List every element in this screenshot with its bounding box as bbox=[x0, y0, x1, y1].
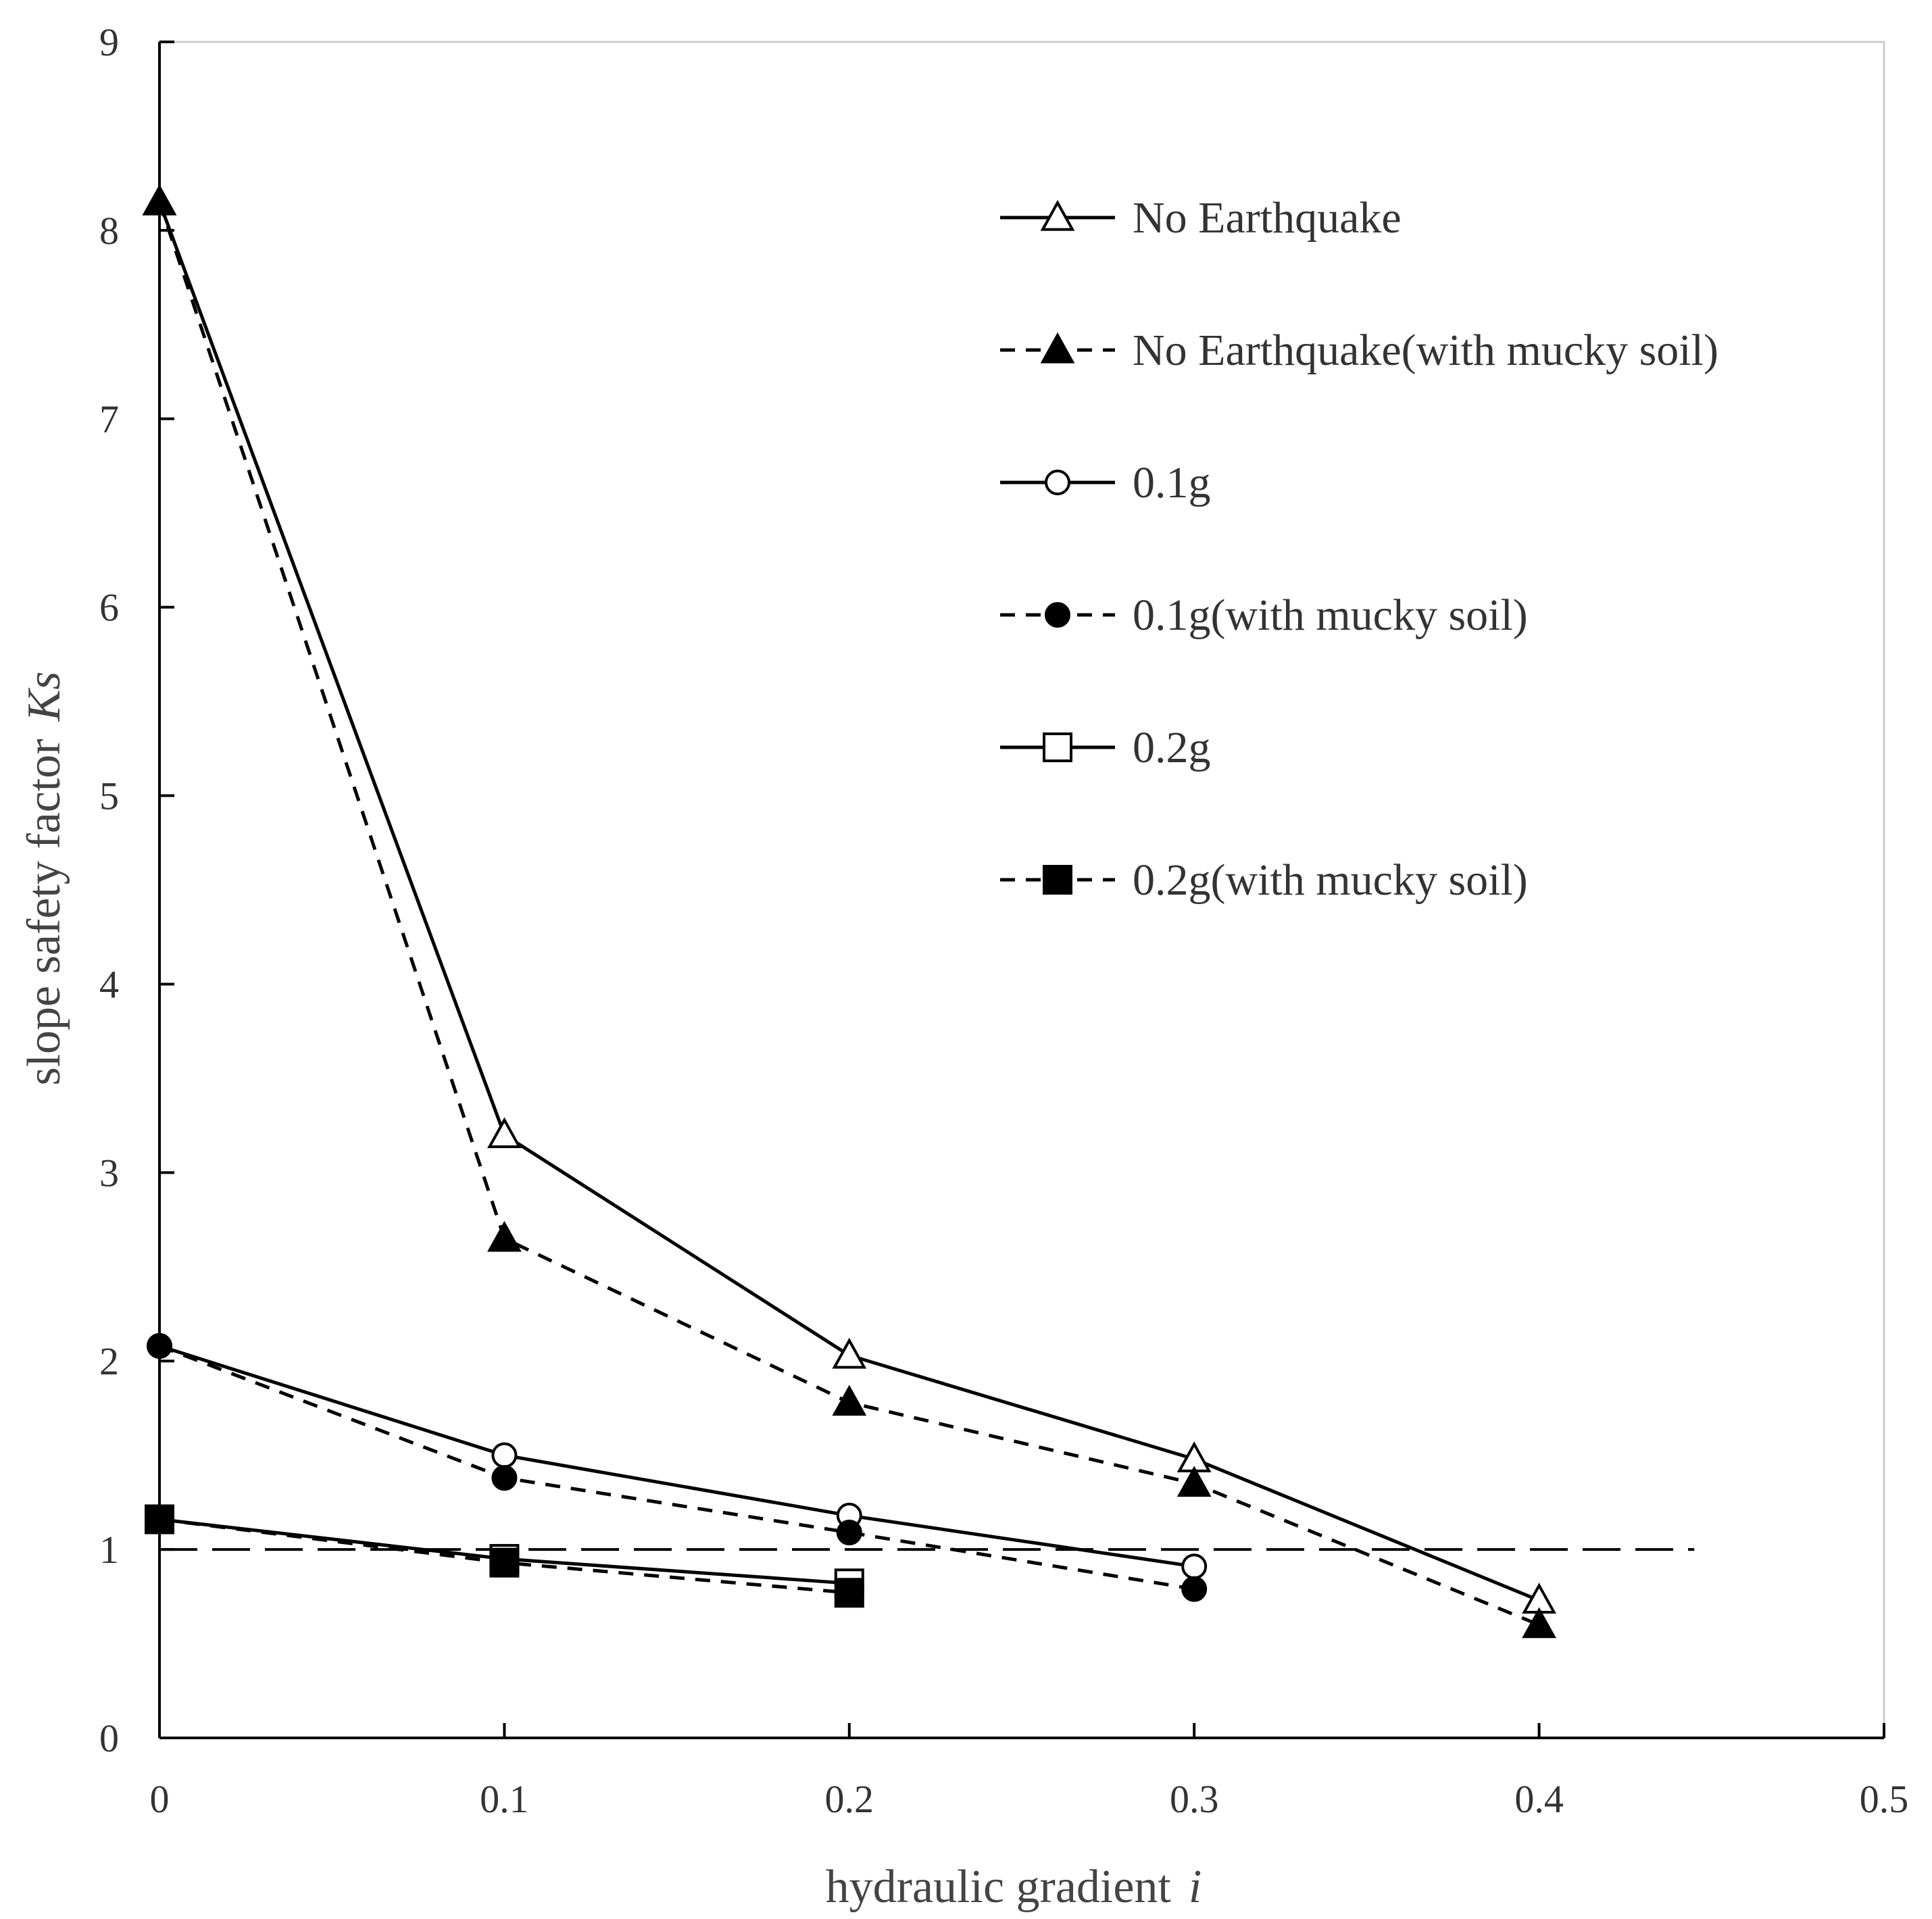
series-line bbox=[159, 1344, 1195, 1591]
y-tick-label: 3 bbox=[99, 1151, 119, 1195]
circle-marker bbox=[836, 1520, 862, 1546]
x-tick-label: 0.1 bbox=[480, 1777, 529, 1821]
square-marker bbox=[1043, 865, 1072, 895]
y-axis-label: slope safety factor bbox=[18, 739, 70, 1085]
legend-label: 0.2g bbox=[1133, 723, 1211, 772]
square-marker bbox=[834, 1578, 864, 1608]
triangle-marker bbox=[832, 1385, 867, 1416]
plot-frame bbox=[158, 41, 1885, 1739]
circle-marker bbox=[491, 1442, 518, 1468]
triangle-marker bbox=[1040, 199, 1075, 231]
circle-marker bbox=[491, 1465, 518, 1491]
x-tick-label: 0.2 bbox=[825, 1777, 874, 1821]
legend-label: No Earthquake(with mucky soil) bbox=[1133, 326, 1718, 375]
x-axis-symbol: i bbox=[1189, 1861, 1202, 1913]
circle-marker bbox=[1181, 1576, 1208, 1602]
legend-label: 0.1g bbox=[1133, 458, 1211, 507]
y-axis-title: slope safety factor Ks bbox=[18, 671, 70, 1085]
triangle-marker bbox=[487, 1220, 522, 1252]
y-tick-label: 5 bbox=[99, 774, 119, 818]
circle-marker bbox=[1181, 1553, 1208, 1580]
y-tick-label: 0 bbox=[99, 1716, 119, 1760]
y-tick-label: 1 bbox=[99, 1528, 119, 1572]
plot-border bbox=[158, 41, 1885, 1739]
x-axis-title: hydraulic gradient i bbox=[826, 1861, 1202, 1913]
triangle-marker bbox=[487, 1117, 522, 1149]
x-tick-label: 0.3 bbox=[1170, 1777, 1219, 1821]
square-marker bbox=[1043, 732, 1072, 762]
y-tick-label: 9 bbox=[99, 20, 119, 64]
triangle-marker bbox=[832, 1337, 867, 1369]
series-markers bbox=[142, 184, 1556, 1639]
legend-label: 0.1g(with mucky soil) bbox=[1133, 591, 1528, 640]
triangle-marker bbox=[1040, 332, 1075, 364]
y-tick-label: 2 bbox=[99, 1339, 119, 1383]
axes: 0 1 2 3 4 5 6 7 8 9 0 0.1 0.2 0.3 0.4 0.5 bbox=[99, 20, 1908, 1821]
legend-label: 0.2g(with mucky soil) bbox=[1133, 855, 1528, 905]
legend-label: No Earthquake bbox=[1133, 193, 1402, 243]
series-line bbox=[159, 1344, 1195, 1568]
x-tick-label: 0 bbox=[150, 1777, 170, 1821]
y-tick-label: 4 bbox=[99, 962, 119, 1006]
x-tick-label: 0.5 bbox=[1860, 1777, 1909, 1821]
y-tick-label: 8 bbox=[99, 209, 119, 253]
x-axis-label: hydraulic gradient bbox=[826, 1861, 1172, 1913]
x-tick-label: 0.4 bbox=[1514, 1777, 1564, 1821]
legend: No Earthquake No Earthquake(with mucky so… bbox=[1000, 193, 1718, 905]
circle-marker bbox=[1045, 470, 1070, 495]
y-tick-label: 6 bbox=[99, 586, 119, 630]
y-axis-symbol: Ks bbox=[18, 671, 70, 722]
triangle-marker bbox=[1176, 1466, 1212, 1497]
square-marker bbox=[489, 1547, 520, 1578]
y-tick-label: 7 bbox=[99, 397, 119, 441]
triangle-marker bbox=[1522, 1607, 1556, 1639]
circle-marker bbox=[1045, 602, 1070, 628]
